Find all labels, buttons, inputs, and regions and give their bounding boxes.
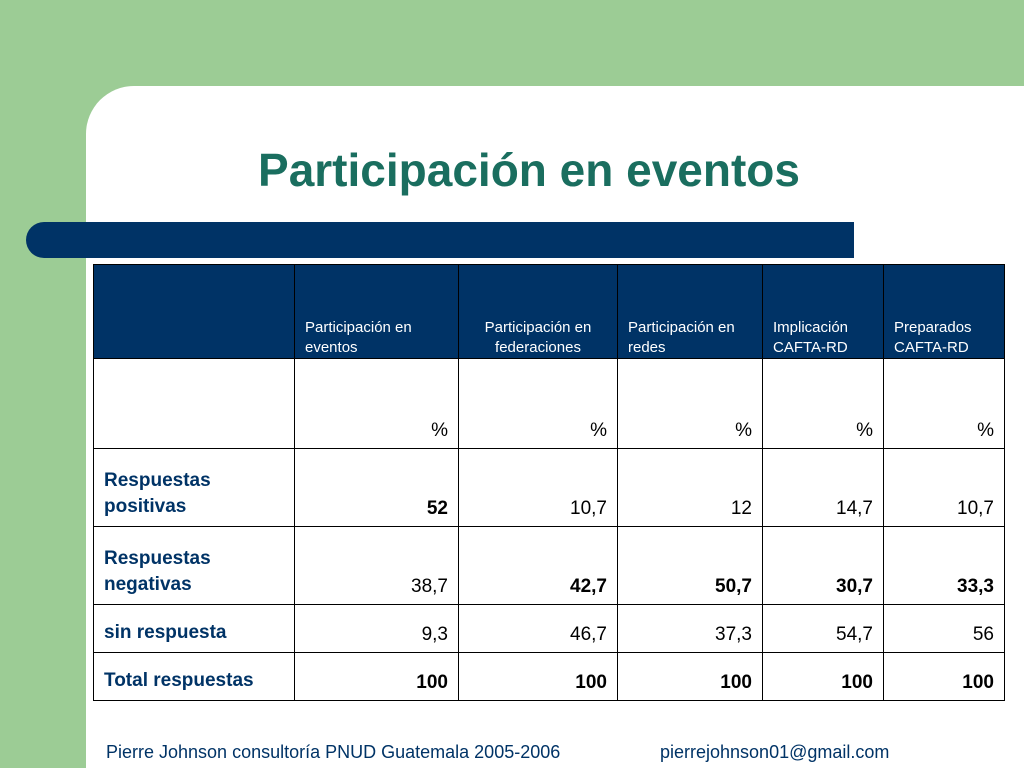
- table-cell: 30,7: [762, 526, 884, 605]
- data-table: Participación en eventos Participación e…: [93, 264, 1005, 701]
- table-cell: 10,7: [883, 448, 1005, 527]
- title-underline-bar: [26, 222, 854, 258]
- row-label: sin respuesta: [93, 604, 295, 653]
- unit-cell: %: [617, 358, 763, 449]
- unit-cell-empty: [93, 358, 295, 449]
- table-cell: 100: [617, 652, 763, 701]
- table-header-row: Participación en eventos Participación e…: [93, 264, 1005, 359]
- header-cell: Implicación CAFTA-RD: [762, 264, 884, 359]
- header-cell: Preparados CAFTA-RD: [883, 264, 1005, 359]
- footer-email[interactable]: pierrejohnson01@gmail.com: [660, 742, 890, 762]
- header-cell: Participación en redes: [617, 264, 763, 359]
- table-cell: 50,7: [617, 526, 763, 605]
- table-cell: 9,3: [294, 604, 459, 653]
- table-row: Respuestas positivas 52 10,7 12 14,7 10,…: [93, 448, 1005, 527]
- table-cell: 38,7: [294, 526, 459, 605]
- table-cell: 100: [762, 652, 884, 701]
- table-cell: 100: [294, 652, 459, 701]
- footer-credit: Pierre Johnson consultoría PNUD Guatemal…: [106, 742, 561, 762]
- unit-cell: %: [294, 358, 459, 449]
- table-cell: 46,7: [458, 604, 618, 653]
- table-cell: 33,3: [883, 526, 1005, 605]
- table-row: Respuestas negativas 38,7 42,7 50,7 30,7…: [93, 526, 1005, 605]
- table-cell: 10,7: [458, 448, 618, 527]
- table-cell: 56: [883, 604, 1005, 653]
- unit-cell: %: [458, 358, 618, 449]
- table-row: sin respuesta 9,3 46,7 37,3 54,7 56: [93, 604, 1005, 653]
- unit-cell: %: [883, 358, 1005, 449]
- unit-cell: %: [762, 358, 884, 449]
- table-row: Total respuestas 100 100 100 100 100: [93, 652, 1005, 701]
- header-cell: Participación en federaciones: [458, 264, 618, 359]
- header-cell-empty: [93, 264, 295, 359]
- row-label: Respuestas positivas: [93, 448, 295, 527]
- decorative-green-block: [0, 0, 358, 86]
- table-cell: 54,7: [762, 604, 884, 653]
- table-cell: 52: [294, 448, 459, 527]
- row-label: Respuestas negativas: [93, 526, 295, 605]
- table-cell: 100: [458, 652, 618, 701]
- table-unit-row: % % % % %: [93, 358, 1005, 449]
- header-cell: Participación en eventos: [294, 264, 459, 359]
- table-cell: 12: [617, 448, 763, 527]
- row-label: Total respuestas: [93, 652, 295, 701]
- table-cell: 37,3: [617, 604, 763, 653]
- slide-title: Participación en eventos: [258, 144, 800, 196]
- table-cell: 14,7: [762, 448, 884, 527]
- table-cell: 42,7: [458, 526, 618, 605]
- table-cell: 100: [883, 652, 1005, 701]
